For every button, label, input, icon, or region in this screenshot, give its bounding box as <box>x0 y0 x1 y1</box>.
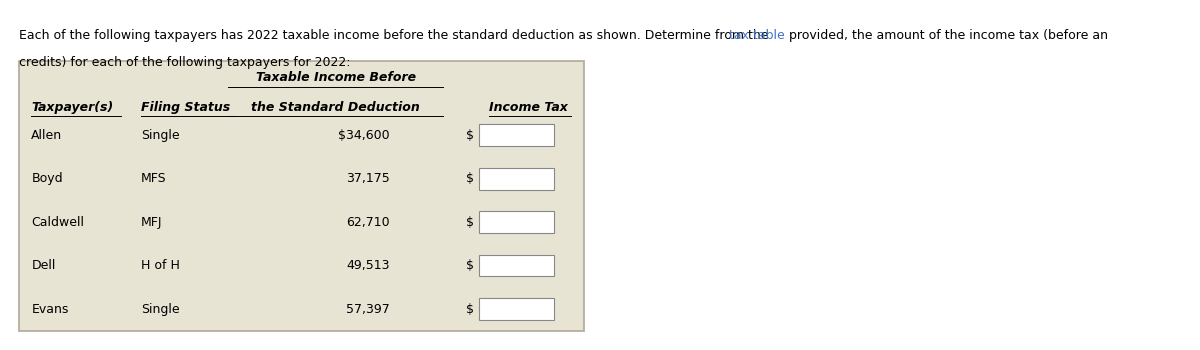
Text: 57,397: 57,397 <box>346 302 390 316</box>
Text: 62,710: 62,710 <box>346 216 390 229</box>
Text: Boyd: Boyd <box>31 172 62 185</box>
FancyBboxPatch shape <box>479 255 554 276</box>
Text: H of H: H of H <box>140 259 180 272</box>
Text: $: $ <box>467 216 474 229</box>
Text: Single: Single <box>140 302 179 316</box>
Text: 49,513: 49,513 <box>346 259 390 272</box>
Text: Caldwell: Caldwell <box>31 216 84 229</box>
Text: credits) for each of the following taxpayers for 2022:: credits) for each of the following taxpa… <box>19 56 350 69</box>
Text: Allen: Allen <box>31 129 62 142</box>
Text: MFS: MFS <box>140 172 167 185</box>
Text: $34,600: $34,600 <box>338 129 390 142</box>
FancyBboxPatch shape <box>479 124 554 146</box>
Text: $: $ <box>467 259 474 272</box>
Text: provided, the amount of the income tax (before an: provided, the amount of the income tax (… <box>785 29 1108 42</box>
FancyBboxPatch shape <box>479 211 554 233</box>
Text: tax table: tax table <box>730 29 785 42</box>
Text: Each of the following taxpayers has 2022 taxable income before the standard dedu: Each of the following taxpayers has 2022… <box>19 29 773 42</box>
Text: Dell: Dell <box>31 259 55 272</box>
Text: 37,175: 37,175 <box>346 172 390 185</box>
Text: $: $ <box>467 129 474 142</box>
Text: Taxable Income Before: Taxable Income Before <box>256 71 416 84</box>
FancyBboxPatch shape <box>479 168 554 190</box>
Text: MFJ: MFJ <box>140 216 162 229</box>
FancyBboxPatch shape <box>479 298 554 320</box>
Text: Single: Single <box>140 129 179 142</box>
Text: Taxpayer(s): Taxpayer(s) <box>31 100 114 114</box>
Text: Filing Status: Filing Status <box>140 100 230 114</box>
FancyBboxPatch shape <box>19 61 583 331</box>
Text: Evans: Evans <box>31 302 68 316</box>
Text: $: $ <box>467 302 474 316</box>
Text: the Standard Deduction: the Standard Deduction <box>252 100 420 114</box>
Text: $: $ <box>467 172 474 185</box>
Text: Income Tax: Income Tax <box>490 100 568 114</box>
